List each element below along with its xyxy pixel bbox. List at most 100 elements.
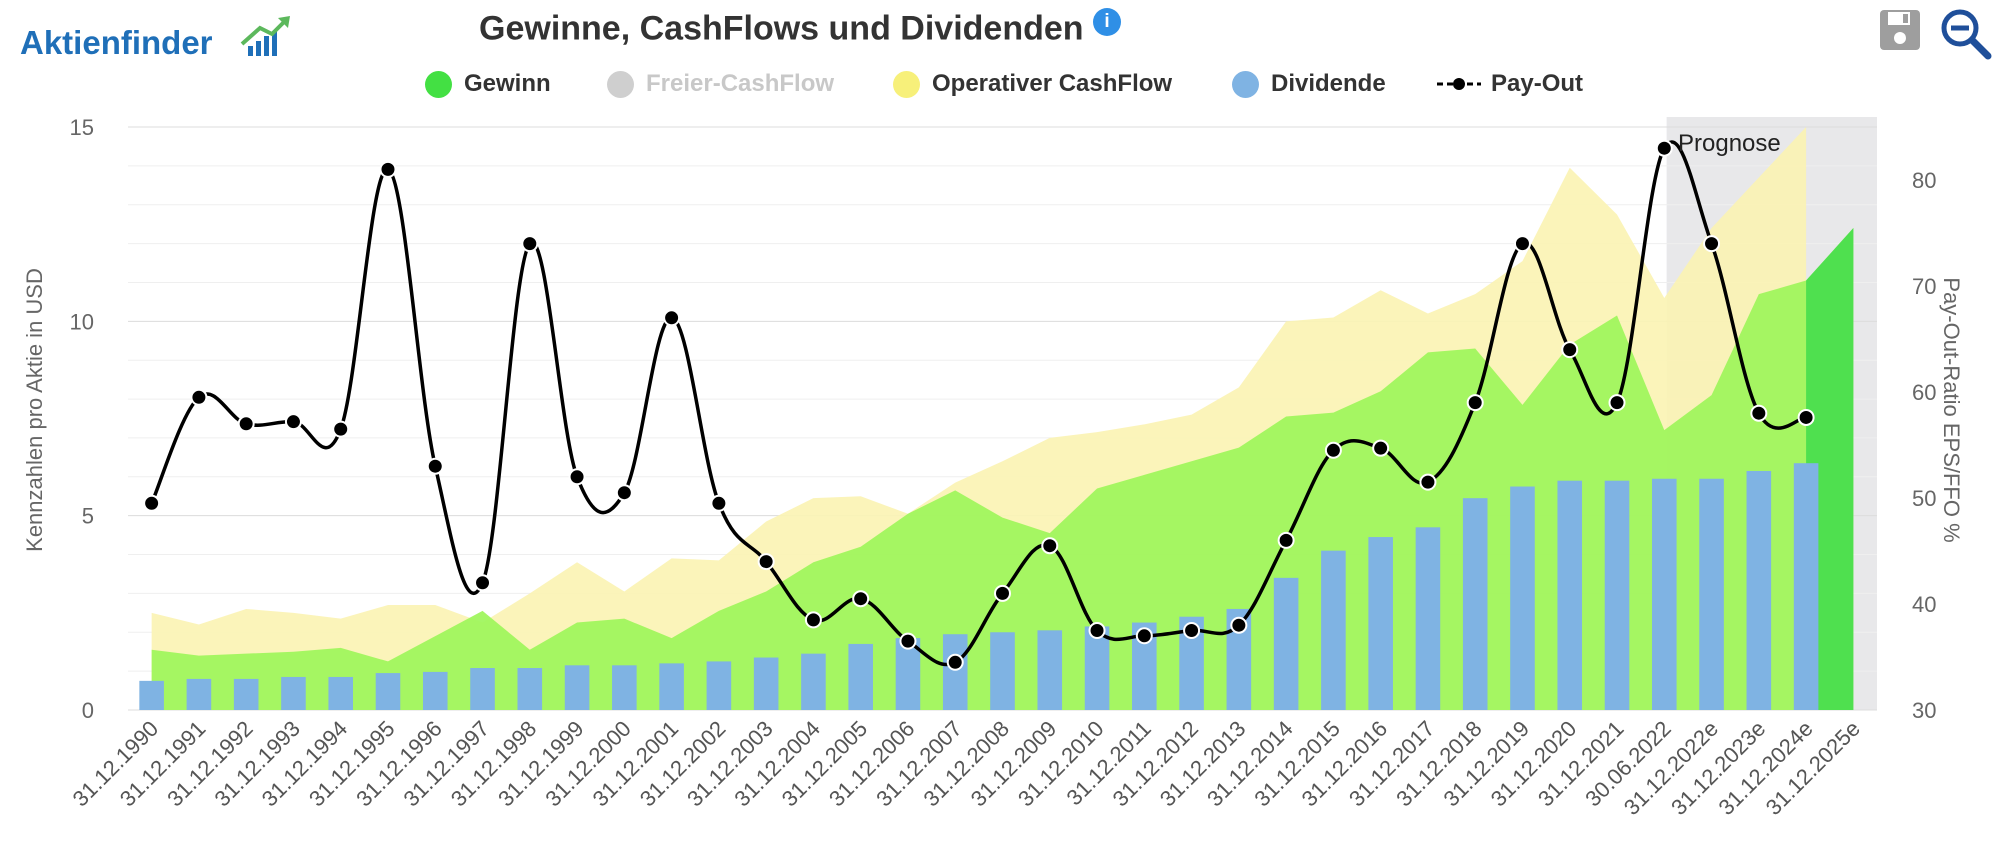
dividende-bar	[1557, 480, 1583, 710]
y-tick-right: 30	[1912, 698, 1936, 723]
y-tick-right: 40	[1912, 592, 1936, 617]
payout-point	[1372, 439, 1390, 457]
y-tick-right: 50	[1912, 486, 1936, 511]
dividende-bar	[139, 680, 164, 710]
payout-point	[1135, 627, 1153, 645]
legend-operativer-cashflow[interactable]: Operativer CashFlow	[893, 70, 1172, 98]
dividende-bar	[1273, 577, 1299, 710]
y-axis-label-left: Kennzahlen pro Aktie in USD	[22, 268, 47, 552]
y-tick-right: 80	[1912, 168, 1936, 193]
payout-point	[710, 494, 728, 512]
payout-point	[1277, 531, 1295, 549]
legend-gewinn-swatch	[425, 70, 452, 98]
dividende-bar	[659, 663, 684, 710]
dividende-bar	[1368, 537, 1393, 710]
dividende-bar	[564, 665, 590, 710]
payout-point	[852, 590, 870, 608]
y-axis-right: 30 40 50 60 70 80	[1912, 168, 1936, 723]
legend-freier-cashflow[interactable]: Freier-CashFlow	[607, 70, 834, 98]
y-tick-right: 70	[1912, 274, 1936, 299]
legend-ocf-label: Operativer CashFlow	[932, 70, 1173, 97]
legend-dividende[interactable]: Dividende	[1232, 70, 1386, 98]
dividende-bar	[186, 678, 212, 710]
dividende-bar	[1699, 478, 1724, 710]
dividende-bar	[1462, 498, 1488, 710]
dividende-bar	[1415, 527, 1441, 710]
save-icon	[1880, 10, 1920, 50]
payout-point	[1041, 537, 1059, 555]
dividende-bar	[1604, 480, 1630, 710]
dividende-bars	[139, 463, 1819, 710]
logo-graphic: Aktienfinder	[20, 16, 290, 61]
logo-chart-icon	[240, 16, 290, 56]
dividende-bar	[1037, 630, 1063, 710]
y-tick-right: 60	[1912, 380, 1936, 405]
zoom-button[interactable]	[1938, 6, 1994, 67]
payout-points	[143, 139, 1815, 671]
chart-title: Gewinne, CashFlows und Dividenden i	[0, 8, 1600, 48]
legend: Gewinn Freier-CashFlow Operativer CashFl…	[0, 70, 2000, 110]
payout-point	[757, 553, 775, 571]
payout-point	[237, 415, 255, 433]
dividende-bar	[801, 653, 826, 710]
dividende-bar	[375, 673, 401, 710]
legend-dividende-label: Dividende	[1271, 70, 1386, 97]
payout-line[interactable]	[150, 140, 1807, 667]
payout-point	[1797, 408, 1815, 426]
dividende-bar	[1084, 626, 1110, 710]
dividende-bar	[470, 668, 495, 710]
legend-gewinn[interactable]: Gewinn	[425, 70, 551, 98]
legend-payout-label: Pay-Out	[1491, 70, 1584, 97]
dividende-bar	[1793, 463, 1819, 710]
payout-point	[426, 457, 444, 475]
info-icon[interactable]: i	[1092, 8, 1121, 36]
legend-payout[interactable]: Pay-Out	[1435, 70, 1583, 98]
dividende-bar	[517, 668, 543, 710]
aktienfinder-logo[interactable]: Aktienfinder	[20, 14, 290, 69]
y-tick-left: 10	[70, 309, 94, 334]
y-tick-left: 5	[82, 504, 94, 529]
payout-point	[1655, 139, 1673, 157]
y-axis-label-right: Pay-Out-Ratio EPS/FFO %	[1939, 277, 1964, 542]
payout-point	[1088, 622, 1106, 639]
payout-point	[1513, 235, 1531, 253]
save-button[interactable]	[1876, 6, 1924, 59]
y-axis-left: 0 5 10 15	[70, 115, 94, 723]
payout-point	[379, 160, 397, 178]
payout-point	[474, 574, 492, 592]
payout-point	[190, 388, 208, 406]
dividende-bar	[706, 661, 732, 710]
chart-title-text: Gewinne, CashFlows und Dividenden	[479, 9, 1084, 48]
dividende-bar	[281, 676, 306, 710]
dividende-bar	[233, 678, 259, 710]
legend-dividende-swatch	[1232, 70, 1259, 98]
dividende-bar	[422, 671, 448, 710]
payout-point	[615, 484, 633, 502]
payout-point	[1324, 441, 1342, 459]
payout-point	[994, 584, 1011, 602]
legend-fcf-swatch	[607, 70, 634, 98]
payout-point	[1750, 404, 1768, 422]
logo-text: Aktienfinder	[20, 24, 213, 61]
payout-point	[568, 468, 586, 486]
dividende-bar	[1651, 478, 1677, 710]
zoom-icon	[1941, 9, 1992, 60]
dividende-bar	[942, 634, 968, 710]
payout-point	[1561, 341, 1579, 359]
y-tick-left: 15	[70, 115, 94, 140]
payout-point	[946, 653, 964, 671]
dividende-bar	[895, 638, 921, 710]
payout-point	[1230, 616, 1248, 634]
payout-point	[332, 420, 350, 438]
dividende-bar	[328, 676, 354, 710]
legend-gewinn-label: Gewinn	[464, 70, 551, 97]
dividende-bar	[612, 665, 637, 710]
legend-fcf-label: Freier-CashFlow	[646, 70, 835, 97]
payout-point	[521, 235, 539, 253]
dividende-bar	[753, 657, 779, 710]
payout-point	[899, 632, 917, 650]
payout-point	[1608, 394, 1626, 412]
dividende-bar	[1746, 470, 1772, 710]
payout-point	[284, 413, 302, 431]
